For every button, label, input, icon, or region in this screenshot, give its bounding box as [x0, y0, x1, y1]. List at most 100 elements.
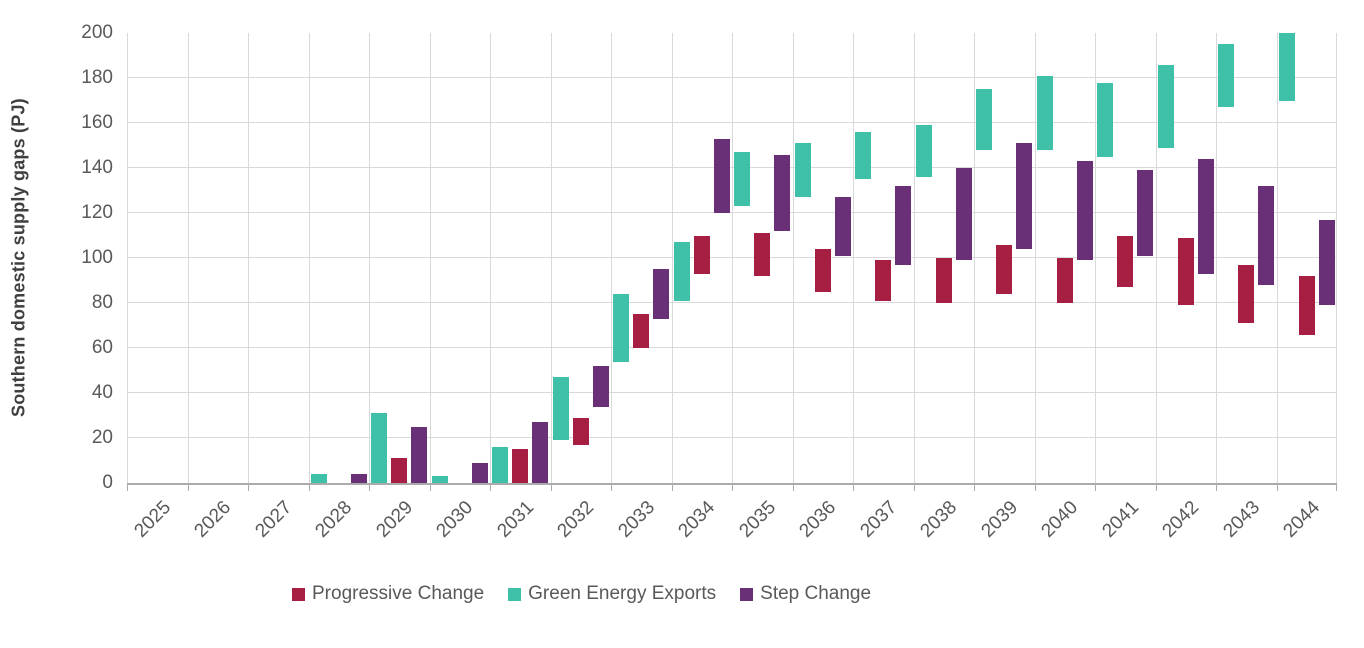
- x-axis-tick: [309, 485, 310, 491]
- x-tick-label: 2031: [493, 497, 539, 542]
- bar-segment: [310, 474, 327, 483]
- gridline-vertical: [1095, 33, 1096, 483]
- x-axis-tick: [1035, 485, 1036, 491]
- legend: Progressive Change Green Energy Exports St…: [292, 581, 871, 607]
- x-axis-tick: [672, 485, 673, 491]
- gridline-vertical: [127, 33, 128, 483]
- y-tick-label: 40: [91, 382, 113, 403]
- bar-segment: [734, 152, 751, 207]
- gridline-vertical: [490, 33, 491, 483]
- y-tick-label: 200: [81, 22, 113, 43]
- gridline-vertical: [1277, 33, 1278, 483]
- bar-segment: [1016, 143, 1033, 249]
- bar-segment: [774, 154, 791, 231]
- bar-segment: [915, 125, 932, 177]
- y-tick-label: 80: [91, 292, 113, 313]
- x-axis-tick: [1336, 485, 1337, 491]
- x-axis-tick: [1216, 485, 1217, 491]
- gridline-vertical: [974, 33, 975, 483]
- gridline-vertical: [1216, 33, 1217, 483]
- bar-segment: [391, 458, 408, 483]
- bar-segment: [1137, 170, 1154, 256]
- bar-segment: [1298, 276, 1315, 335]
- x-tick-label: 2039: [977, 497, 1023, 542]
- gridline-vertical: [369, 33, 370, 483]
- x-tick-label: 2030: [432, 497, 478, 542]
- bar-segment: [1157, 64, 1174, 148]
- x-axis-tick: [793, 485, 794, 491]
- legend-item: Progressive Change: [292, 581, 484, 607]
- bar-segment: [713, 138, 730, 213]
- legend-swatch-progressive-change: [292, 587, 305, 601]
- x-axis-tick: [1095, 485, 1096, 491]
- bar-segment: [633, 314, 650, 348]
- gridline-vertical: [188, 33, 189, 483]
- plot-area: [127, 33, 1337, 485]
- bar-segment: [814, 249, 831, 292]
- bar-segment: [411, 426, 428, 483]
- bar-segment: [613, 294, 630, 362]
- bar-segment: [935, 258, 952, 303]
- y-tick-label: 20: [91, 427, 113, 448]
- legend-item: Step Change: [740, 581, 871, 607]
- x-tick-label: 2027: [251, 497, 297, 542]
- x-axis-tick: [430, 485, 431, 491]
- gridline-vertical: [1336, 33, 1337, 483]
- y-tick-label: 160: [81, 112, 113, 133]
- x-tick-label: 2037: [856, 497, 902, 542]
- bar-segment: [1278, 33, 1295, 101]
- gridline-vertical: [914, 33, 915, 483]
- gridline-vertical: [853, 33, 854, 483]
- x-axis-tick: [853, 485, 854, 491]
- y-tick-label: 120: [81, 202, 113, 223]
- bar-segment: [996, 244, 1013, 294]
- x-axis-tick: [914, 485, 915, 491]
- bar-segment: [1318, 219, 1335, 306]
- x-axis-tick: [974, 485, 975, 491]
- bar-segment: [673, 242, 690, 301]
- x-axis-tick: [127, 485, 128, 491]
- bar-segment: [955, 168, 972, 261]
- bar-segment: [1238, 264, 1255, 324]
- gridline-vertical: [793, 33, 794, 483]
- x-tick-label: 2042: [1158, 497, 1204, 542]
- legend-swatch-step-change: [740, 587, 754, 601]
- y-axis-title: Southern domestic supply gaps (PJ): [8, 98, 29, 418]
- legend-item: Green Energy Exports: [508, 581, 716, 607]
- x-tick-label: 2044: [1279, 497, 1325, 542]
- x-tick-label: 2033: [614, 497, 660, 542]
- x-axis-tick: [1277, 485, 1278, 491]
- bar-segment: [1056, 258, 1073, 303]
- bar-segment: [431, 476, 448, 483]
- bar-segment: [592, 366, 609, 407]
- bar-segment: [1177, 237, 1194, 306]
- legend-label: Step Change: [760, 583, 872, 604]
- bar-segment: [1036, 75, 1053, 150]
- x-tick-label: 2041: [1098, 497, 1144, 542]
- gridline-vertical: [1156, 33, 1157, 483]
- bar-segment: [895, 186, 912, 265]
- legend-swatch-green-energy-exports: [508, 587, 522, 601]
- bar-segment: [552, 377, 569, 441]
- bar-segment: [572, 417, 589, 445]
- y-tick-label: 180: [81, 67, 113, 88]
- x-axis-tick: [551, 485, 552, 491]
- x-tick-label: 2025: [130, 497, 176, 542]
- x-tick-label: 2040: [1037, 497, 1083, 542]
- bar-segment: [350, 474, 367, 483]
- x-tick-label: 2043: [1219, 497, 1265, 542]
- x-axis-tick: [1156, 485, 1157, 491]
- bar-segment: [1117, 235, 1134, 288]
- x-axis-tick: [732, 485, 733, 491]
- y-tick-label: 60: [91, 337, 113, 358]
- bar-segment: [532, 422, 549, 483]
- x-axis-tick: [611, 485, 612, 491]
- bar-segment: [834, 197, 851, 256]
- bar-segment: [1076, 161, 1093, 261]
- gridline-vertical: [430, 33, 431, 483]
- x-axis-tick: [490, 485, 491, 491]
- x-tick-label: 2036: [795, 497, 841, 542]
- bar-segment: [693, 235, 710, 274]
- x-axis-tick: [369, 485, 370, 491]
